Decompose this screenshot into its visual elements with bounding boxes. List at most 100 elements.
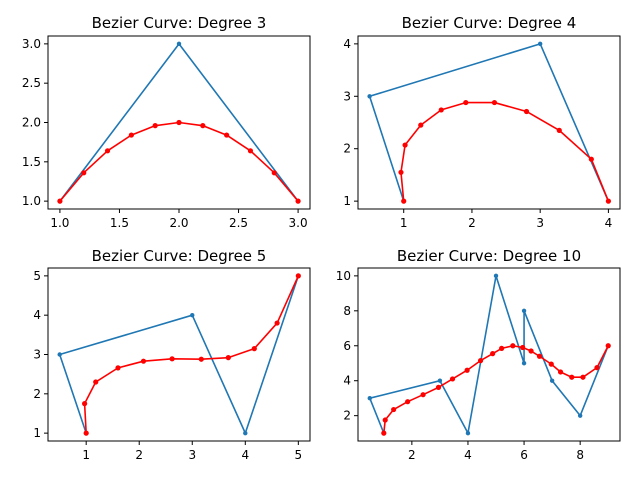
- curve-point: [556, 127, 562, 133]
- control-point: [243, 430, 248, 436]
- subplot-degree-4: Bezier Curve: Degree 4 1 2 3 4 1 2 3 4: [343, 14, 621, 230]
- curve-point: [463, 99, 469, 106]
- curve-point: [251, 346, 257, 352]
- curve-point: [605, 343, 611, 349]
- curve-point: [104, 148, 111, 154]
- y-tick-label: 10: [336, 269, 351, 283]
- curve-point: [93, 379, 99, 385]
- curve-point: [295, 273, 301, 279]
- x-tick-label: 3.0: [289, 216, 308, 230]
- subplot-degree-10: Bezier Curve: Degree 10 2 4 6 8 2 4 6 8 10: [336, 247, 621, 462]
- x-tick-label: 4: [464, 448, 472, 462]
- x-tick-label: 6: [520, 448, 528, 462]
- curve-point: [477, 358, 484, 364]
- y-tick-label: 2: [343, 409, 351, 423]
- y-tick-label: 3: [343, 89, 351, 103]
- subplot-degree-5: Bezier Curve: Degree 5 1 2 3 4 5 1 2 3 4 5: [33, 247, 311, 462]
- curve-point: [449, 376, 456, 382]
- curve-point: [381, 430, 387, 436]
- curve-point: [271, 170, 277, 176]
- control-point: [437, 378, 443, 383]
- subplot-title: Bezier Curve: Degree 10: [397, 247, 581, 265]
- y-tick-label: 1: [33, 426, 41, 440]
- curve-point: [200, 123, 206, 129]
- curve-point: [536, 353, 543, 359]
- y-tick-label: 8: [343, 304, 351, 318]
- y-tick-label: 6: [343, 339, 351, 353]
- control-point: [465, 430, 471, 436]
- control-point: [367, 395, 372, 401]
- x-tick-label: 2: [468, 216, 476, 230]
- y-tick-label: 5: [33, 269, 41, 283]
- y-tick-label: 3.0: [22, 37, 41, 51]
- y-tick-label: 1.5: [22, 155, 41, 169]
- control-point: [549, 378, 555, 383]
- curve-point: [580, 374, 586, 380]
- axes-frame: [357, 267, 621, 442]
- curve-point: [420, 392, 426, 398]
- y-tick-label: 4: [343, 37, 351, 51]
- plot-area: 1 2 3 4 5 1 2 3 4 5: [33, 267, 311, 462]
- curve-point: [490, 351, 496, 357]
- curve-point: [224, 132, 230, 138]
- y-tick-label: 2.5: [22, 76, 41, 90]
- curve-point: [398, 169, 404, 175]
- control-point: [57, 352, 62, 357]
- subplot-title: Bezier Curve: Degree 3: [92, 14, 267, 32]
- x-tick-label: 1: [82, 448, 90, 462]
- curve-point: [557, 369, 564, 375]
- curve-point: [401, 198, 407, 204]
- curve-point: [57, 198, 63, 204]
- axes-frame: [357, 35, 621, 210]
- curve-point: [491, 99, 498, 106]
- control-point: [493, 273, 499, 279]
- y-tick-label: 4: [343, 374, 351, 388]
- curve-point: [274, 320, 280, 326]
- curve-point: [169, 356, 175, 362]
- x-tick-label: 4: [605, 216, 613, 230]
- x-tick-label: 2.5: [229, 216, 248, 230]
- y-tick-label: 4: [33, 308, 41, 322]
- control-point: [367, 94, 372, 99]
- curve-point: [464, 367, 470, 373]
- curve-point: [510, 343, 516, 349]
- subplot-title: Bezier Curve: Degree 4: [402, 14, 577, 32]
- curve-point: [128, 132, 134, 138]
- curve-point: [402, 142, 408, 148]
- curve-point: [605, 198, 612, 204]
- y-tick-label: 2.0: [22, 116, 41, 130]
- curve-point: [594, 365, 600, 371]
- curve-point: [405, 399, 411, 405]
- y-tick-label: 1.0: [22, 194, 41, 208]
- plot-area: 1 2 3 4 1 2 3 4: [343, 35, 621, 230]
- curve-point: [247, 148, 254, 154]
- control-polygon-line: [368, 275, 609, 434]
- curve-point: [548, 361, 554, 367]
- curve-point: [435, 384, 442, 390]
- subplot-degree-3: Bezier Curve: Degree 3 1.0 1.5 2.0 2.5 3.0 1.…: [22, 14, 311, 230]
- plot-area: 2 4 6 8 2 4 6 8 10: [336, 267, 621, 462]
- curve-point: [82, 401, 88, 407]
- control-point: [521, 361, 527, 366]
- control-point: [537, 41, 543, 47]
- curve-point: [520, 344, 526, 351]
- curve-point: [569, 374, 575, 380]
- curve-point: [418, 122, 424, 128]
- plot-area: 1.0 1.5 2.0 2.5 3.0 1.0 1.5 2.0 2.5 3.0: [22, 35, 311, 230]
- curve-point: [176, 119, 182, 126]
- control-point: [190, 312, 195, 318]
- y-tick-label: 1: [343, 194, 351, 208]
- curve-point: [115, 365, 121, 371]
- curve-point: [295, 198, 301, 204]
- x-tick-label: 1.5: [110, 216, 129, 230]
- curve-point: [438, 107, 444, 113]
- x-tick-label: 8: [576, 448, 584, 462]
- curve-point: [391, 406, 397, 413]
- x-tick-label: 1: [400, 216, 408, 230]
- x-tick-label: 4: [241, 448, 249, 462]
- control-point: [577, 413, 583, 418]
- x-tick-label: 3: [188, 448, 196, 462]
- curve-point: [499, 345, 505, 351]
- x-tick-label: 2: [408, 448, 416, 462]
